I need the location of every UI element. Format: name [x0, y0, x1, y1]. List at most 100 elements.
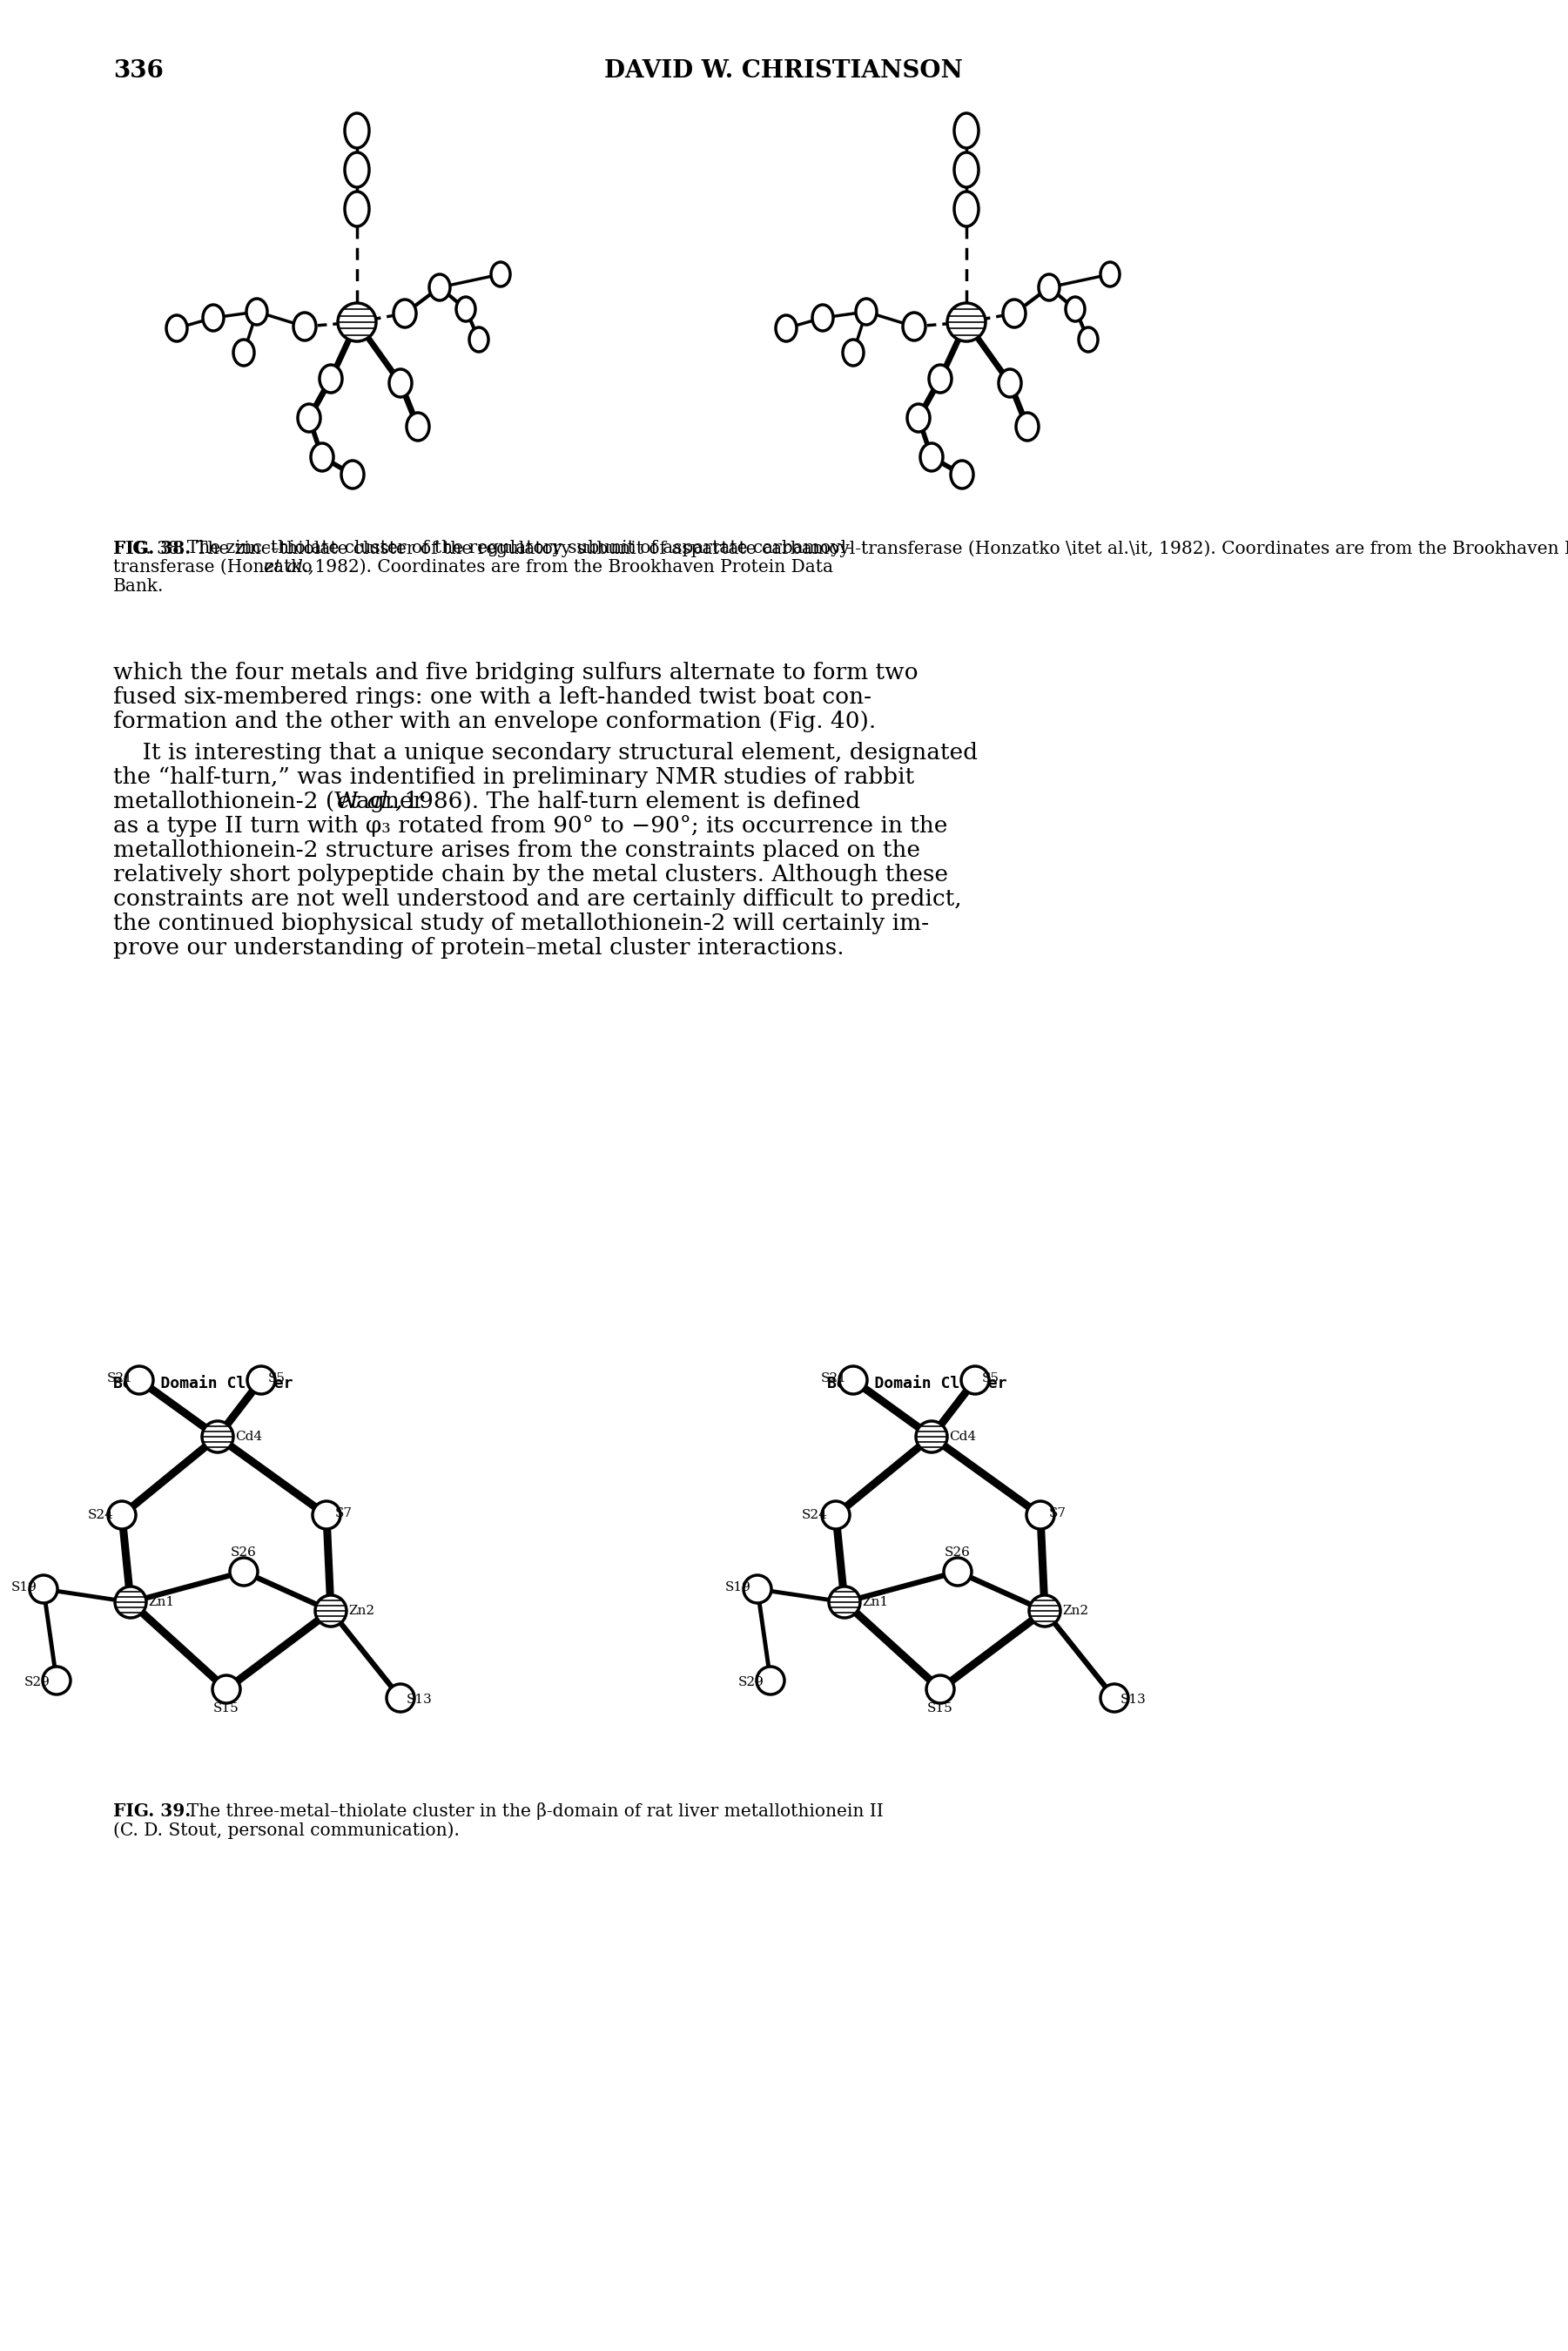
Text: Bank.: Bank.: [113, 578, 165, 595]
Ellipse shape: [389, 369, 412, 397]
Circle shape: [248, 1366, 274, 1394]
Text: S26: S26: [230, 1547, 257, 1559]
Text: FIG. 38.: FIG. 38.: [113, 541, 191, 557]
Ellipse shape: [394, 299, 416, 327]
Ellipse shape: [1004, 299, 1025, 327]
Text: formation and the other with an envelope conformation (Fig. 40).: formation and the other with an envelope…: [113, 710, 877, 731]
Circle shape: [230, 1559, 257, 1585]
Text: transferase (Honzatko: transferase (Honzatko: [113, 560, 318, 576]
Text: Zn1: Zn1: [147, 1596, 174, 1608]
Text: DAVID W. CHRISTIANSON: DAVID W. CHRISTIANSON: [604, 59, 963, 82]
Text: S19: S19: [726, 1582, 751, 1594]
Text: S21: S21: [822, 1373, 847, 1385]
Circle shape: [114, 1587, 146, 1617]
Ellipse shape: [345, 113, 368, 148]
Ellipse shape: [856, 299, 877, 324]
Circle shape: [108, 1502, 136, 1528]
Text: Beta Domain Cluster: Beta Domain Cluster: [826, 1375, 1007, 1392]
Ellipse shape: [999, 369, 1021, 397]
Text: Cd4: Cd4: [235, 1432, 262, 1444]
Text: S24: S24: [801, 1509, 828, 1521]
Ellipse shape: [298, 404, 320, 433]
Ellipse shape: [166, 315, 187, 341]
Ellipse shape: [310, 444, 334, 470]
Ellipse shape: [246, 299, 267, 324]
Ellipse shape: [406, 414, 430, 440]
Ellipse shape: [1101, 261, 1120, 287]
Circle shape: [1027, 1502, 1054, 1528]
Ellipse shape: [776, 315, 797, 341]
Ellipse shape: [345, 190, 368, 226]
Ellipse shape: [928, 364, 952, 393]
Ellipse shape: [430, 275, 450, 301]
Text: The zinc–thiolate cluster of the regulatory subunit of aspartate carbamoyl-: The zinc–thiolate cluster of the regulat…: [176, 541, 853, 557]
Ellipse shape: [456, 296, 475, 322]
Text: metallothionein-2 (Wagner: metallothionein-2 (Wagner: [113, 790, 431, 813]
Ellipse shape: [903, 313, 925, 341]
Text: (C. D. Stout, personal communication).: (C. D. Stout, personal communication).: [113, 1822, 459, 1838]
Ellipse shape: [920, 444, 942, 470]
Ellipse shape: [955, 190, 978, 226]
Circle shape: [829, 1587, 861, 1617]
Ellipse shape: [345, 153, 368, 188]
Text: FIG. 38.  The zinc–thiolate cluster of the regulatory subunit of aspartate carba: FIG. 38. The zinc–thiolate cluster of th…: [113, 541, 1568, 557]
Ellipse shape: [342, 461, 364, 489]
Circle shape: [743, 1575, 771, 1603]
Text: Zn1: Zn1: [862, 1596, 887, 1608]
Circle shape: [387, 1683, 414, 1712]
Circle shape: [822, 1502, 850, 1528]
Text: S26: S26: [944, 1547, 971, 1559]
Circle shape: [1101, 1683, 1129, 1712]
Circle shape: [944, 1559, 972, 1585]
Text: It is interesting that a unique secondary structural element, designated: It is interesting that a unique secondar…: [113, 743, 978, 764]
Circle shape: [961, 1366, 989, 1394]
Text: constraints are not well understood and are certainly difficult to predict,: constraints are not well understood and …: [113, 889, 961, 910]
Text: metallothionein-2 structure arises from the constraints placed on the: metallothionein-2 structure arises from …: [113, 839, 920, 860]
Text: which the four metals and five bridging sulfurs alternate to form two: which the four metals and five bridging …: [113, 661, 919, 684]
Ellipse shape: [908, 404, 930, 433]
Text: S7: S7: [336, 1507, 353, 1519]
Ellipse shape: [1066, 296, 1085, 322]
Circle shape: [312, 1502, 340, 1528]
Ellipse shape: [1038, 275, 1060, 301]
Text: the continued biophysical study of metallothionein-2 will certainly im-: the continued biophysical study of metal…: [113, 912, 928, 933]
Text: 1982). Coordinates are from the Brookhaven Protein Data: 1982). Coordinates are from the Brookhav…: [309, 560, 833, 576]
Circle shape: [212, 1676, 240, 1702]
Text: fused six-membered rings: one with a left-handed twist boat con-: fused six-membered rings: one with a lef…: [113, 686, 872, 708]
Ellipse shape: [955, 113, 978, 148]
Text: S29: S29: [25, 1676, 50, 1688]
Circle shape: [1029, 1596, 1060, 1627]
Text: et al.,: et al.,: [263, 560, 314, 576]
Circle shape: [30, 1575, 58, 1603]
Ellipse shape: [320, 364, 342, 393]
Ellipse shape: [950, 461, 974, 489]
Circle shape: [202, 1420, 234, 1453]
Ellipse shape: [202, 306, 224, 331]
Circle shape: [125, 1366, 154, 1394]
Ellipse shape: [1079, 327, 1098, 353]
Text: 336: 336: [113, 59, 163, 82]
Ellipse shape: [293, 313, 317, 341]
Ellipse shape: [491, 261, 510, 287]
Text: S5: S5: [982, 1373, 999, 1385]
Circle shape: [315, 1596, 347, 1627]
Circle shape: [916, 1420, 947, 1453]
Text: S24: S24: [88, 1509, 114, 1521]
Text: S29: S29: [739, 1676, 764, 1688]
Text: The three-metal–thiolate cluster in the β-domain of rat liver metallothionein II: The three-metal–thiolate cluster in the …: [176, 1803, 883, 1820]
Text: Zn2: Zn2: [348, 1606, 375, 1617]
Circle shape: [757, 1667, 784, 1695]
Text: S5: S5: [268, 1373, 285, 1385]
Text: S19: S19: [11, 1582, 38, 1594]
Text: prove our understanding of protein–metal cluster interactions.: prove our understanding of protein–metal…: [113, 938, 844, 959]
Circle shape: [927, 1676, 955, 1702]
Circle shape: [337, 303, 376, 341]
Text: FIG. 39.: FIG. 39.: [113, 1803, 191, 1820]
Text: S21: S21: [107, 1373, 133, 1385]
Text: S15: S15: [213, 1702, 240, 1714]
Text: et al.,: et al.,: [337, 790, 403, 813]
Ellipse shape: [955, 153, 978, 188]
Text: Zn2: Zn2: [1062, 1606, 1088, 1617]
Circle shape: [839, 1366, 867, 1394]
Text: S7: S7: [1049, 1507, 1066, 1519]
